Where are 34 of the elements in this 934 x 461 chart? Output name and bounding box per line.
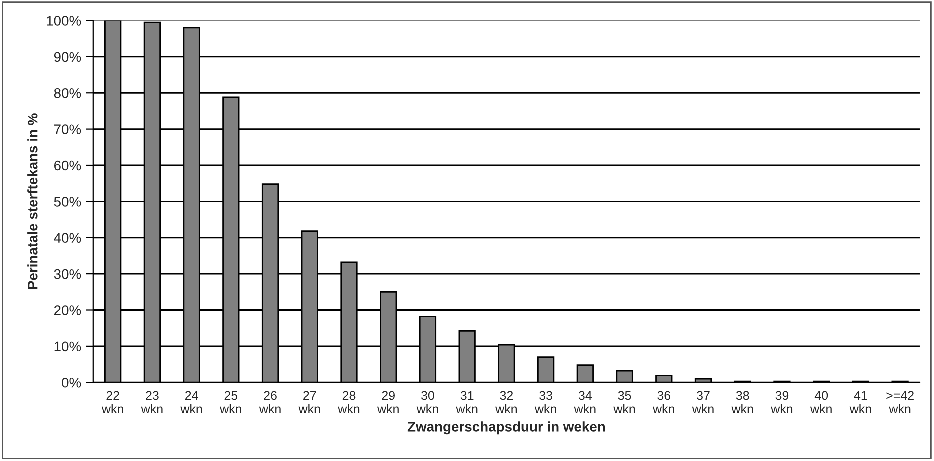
x-tick-label: 32 wkn <box>496 391 517 414</box>
x-axis-title: Zwangerschapsduur in weken <box>408 422 606 435</box>
x-tick-label: 37 wkn <box>692 391 714 414</box>
x-tick-label: >=42 wkn <box>886 391 914 414</box>
x-tick-label: 39 wkn <box>771 391 793 414</box>
x-tick-label: 25 wkn <box>220 391 242 414</box>
y-tick-label: 0% <box>62 378 82 388</box>
y-tick-label: 80% <box>54 88 82 98</box>
x-tick-label: 36 wkn <box>653 391 674 414</box>
y-tick-label: 30% <box>54 269 82 280</box>
y-axis-title: Perinatale sterftekans in % <box>28 114 38 290</box>
x-tick-label: 40 wkn <box>810 391 832 414</box>
y-tick-label: 40% <box>54 233 82 244</box>
y-tick-label: 20% <box>54 306 82 316</box>
x-tick-label: 24 wkn <box>180 391 202 414</box>
x-tick-label: 30 wkn <box>416 391 438 414</box>
y-tick-label: 100% <box>47 16 82 26</box>
x-tick-label: 29 wkn <box>377 391 399 414</box>
y-tick-label: 90% <box>54 52 82 62</box>
y-tick-label: 10% <box>54 342 82 352</box>
x-tick-label: 34 wkn <box>574 391 596 414</box>
x-tick-label: 23 wkn <box>141 391 163 414</box>
x-tick-label: 41 wkn <box>850 391 872 414</box>
y-tick-label: 70% <box>54 124 82 134</box>
x-tick-label: 33 wkn <box>534 391 556 414</box>
x-tick-label: 38 wkn <box>732 391 754 414</box>
y-tick-label: 60% <box>54 160 82 171</box>
x-tick-label: 28 wkn <box>338 391 360 414</box>
x-tick-label: 22 wkn <box>102 391 124 414</box>
x-tick-label: 27 wkn <box>298 391 320 414</box>
x-tick-label: 35 wkn <box>614 391 636 414</box>
x-tick-label: 31 wkn <box>456 391 478 414</box>
x-tick-label: 26 wkn <box>259 391 281 414</box>
y-tick-label: 50% <box>54 197 82 207</box>
